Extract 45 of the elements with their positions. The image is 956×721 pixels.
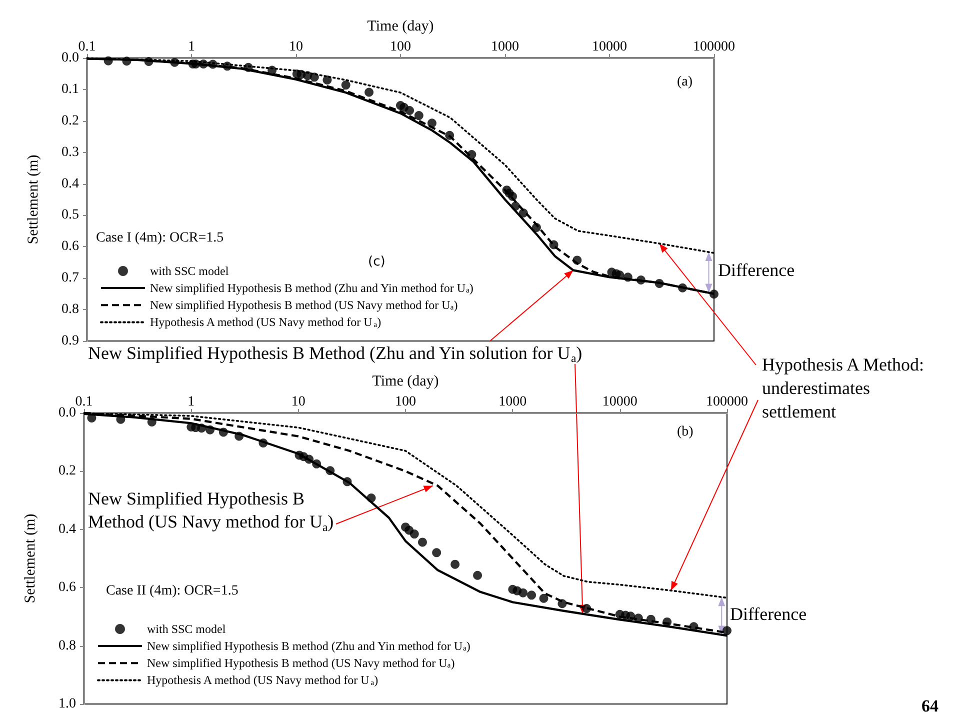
y-tick-label: 0.8 (62, 302, 79, 318)
y-tick-label: 1.0 (58, 696, 76, 712)
y-tick-label: 0.9 (62, 334, 79, 348)
x-tick-label: 100 (395, 394, 416, 410)
text: Difference (718, 260, 795, 280)
y-axis-title: Settlement (m) (26, 154, 42, 244)
y-tick-label: 0.4 (62, 176, 79, 192)
y-tick-label: 0.7 (62, 270, 79, 286)
legend-label: with SSC model (150, 264, 230, 278)
y-tick-label: 0.4 (58, 522, 76, 537)
y-tick-label: 0.6 (62, 239, 79, 254)
x-tick-label: 100000 (706, 394, 748, 410)
annotation: Case I (4m): OCR=1.5 (96, 230, 224, 246)
x-tick-label: 10000 (592, 40, 627, 54)
y-tick-label: 0.2 (58, 464, 76, 479)
x-tick-label: 100 (390, 40, 411, 54)
text: Difference (730, 604, 807, 624)
y-tick-label: 0.0 (58, 406, 76, 420)
y-tick-label: 0.5 (62, 208, 79, 223)
y-tick-label: 0.6 (58, 580, 76, 596)
y-tick-label: 0.8 (58, 638, 76, 654)
annotation: Case II (4m): OCR=1.5 (106, 584, 238, 598)
x-tick-label: 0.1 (75, 394, 93, 410)
x-tick-label: 1000 (498, 394, 527, 410)
y-tick-label: 0.2 (62, 113, 79, 128)
annotation: (b) (677, 424, 694, 440)
x-tick-label: 1000 (491, 40, 519, 54)
y-tick-label: 0.3 (62, 144, 79, 160)
annotation: Hypothesis A Method: underestimates settlement (762, 354, 924, 422)
y-tick-label: 0.1 (62, 82, 79, 97)
x-tick-label: 0.1 (78, 40, 96, 54)
x-axis-title: Time (day) (372, 374, 439, 390)
x-tick-label: 10 (291, 394, 306, 410)
y-tick-label: 0.0 (62, 50, 79, 66)
x-tick-label: 10 (289, 40, 303, 54)
y-axis-title: Settlement (m) (22, 514, 38, 604)
x-tick-label: 1 (188, 40, 195, 54)
annotation: (c) (368, 254, 386, 270)
text: 64 (922, 696, 939, 716)
x-tick-label: 100000 (693, 40, 735, 54)
x-tick-label: 10000 (602, 394, 638, 410)
x-tick-label: 1 (188, 394, 195, 410)
annotation: (a) (677, 74, 693, 90)
x-axis-title: Time (day) (367, 18, 434, 34)
legend-label: with SSC model (147, 622, 226, 636)
